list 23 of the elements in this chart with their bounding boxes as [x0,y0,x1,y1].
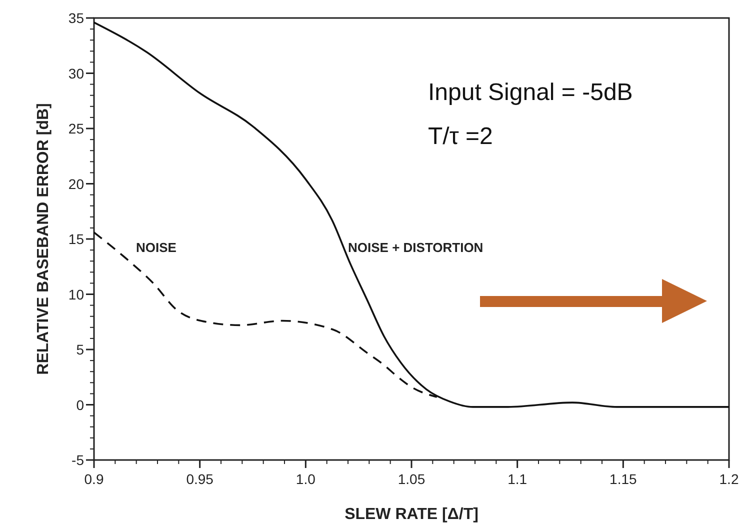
line-series [93,22,730,408]
y-tick-label: 10 [68,286,84,302]
y-tick-label: 20 [68,176,84,192]
x-tick-label: 1.2 [719,471,739,487]
y-tick-label: 15 [68,231,84,247]
x-tick-label: 1.05 [398,471,426,487]
annotation: NOISE + DISTORTION [348,240,484,255]
y-tick-label: 25 [68,120,84,136]
annotation: NOISE [136,240,177,255]
annotation: T/τ =2 [428,123,493,150]
y-tick-label: -5 [72,452,84,468]
x-tick-label: 1.0 [296,471,316,487]
annotation: Input Signal = -5dB [428,79,633,106]
x-axis-title: SLEW RATE [Δ/T] [344,506,478,523]
y-axis-title: RELATIVE BASEBAND ERROR [dB] [35,103,52,375]
x-tick-label: 1.15 [610,471,638,487]
x-tick-label: 0.95 [186,471,214,487]
x-tick-label: 0.9 [84,471,104,487]
y-tick-label: 0 [76,396,84,413]
x-tick-label: 1.1 [508,471,528,487]
y-tick-label: 5 [76,342,84,358]
y-tick-label: 30 [68,65,84,82]
y-tick-label: 35 [68,10,84,26]
